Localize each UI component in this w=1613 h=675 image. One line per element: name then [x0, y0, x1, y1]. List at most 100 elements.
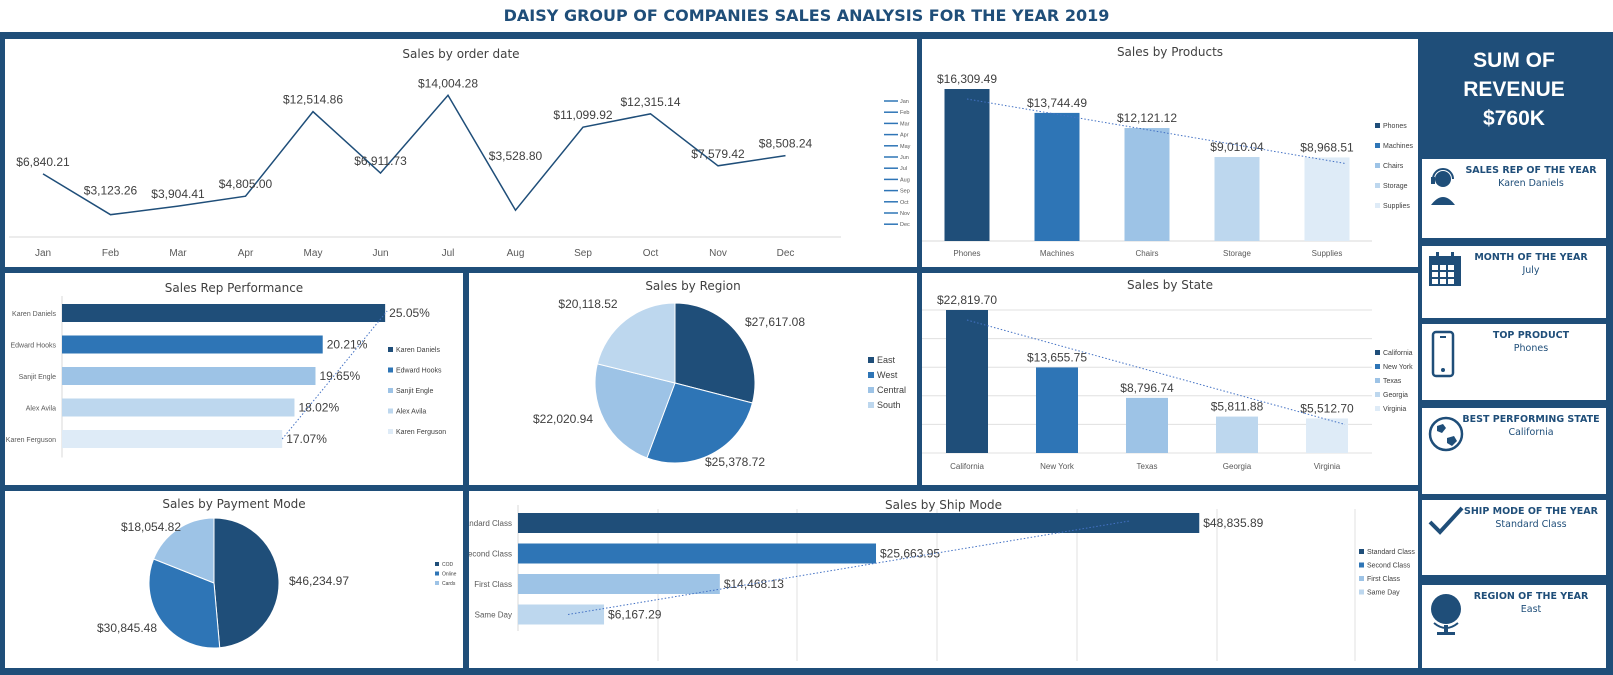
kpi-card-state: BEST PERFORMING STATE California: [1422, 408, 1606, 494]
svg-products-legend-phones: Phones: [1383, 123, 1407, 130]
svg-region-data-label-central: $22,020.94: [533, 412, 593, 426]
kpi-label-ship-mode: SHIP MODE OF THE YEAR: [1464, 506, 1598, 517]
svg-sales-rep-bar-karen-daniels: [62, 304, 386, 322]
svg-products-legend-swatch-phones: [1375, 123, 1380, 128]
svg-state-trendline: [966, 319, 1346, 425]
order-date-legend-jul: Jul: [900, 166, 907, 172]
order-date-tick-jan: Jan: [35, 248, 51, 259]
svg-region-data-label-west: $25,378.72: [705, 455, 765, 469]
order-date-tick-jun: Jun: [372, 248, 388, 259]
page-title: DAISY GROUP OF COMPANIES SALES ANALYSIS …: [503, 6, 1110, 25]
svg-state-bar-new-york: [1036, 367, 1078, 453]
globe-map-icon: [1428, 416, 1464, 452]
order-date-data-label-mar: $3,904.41: [151, 187, 205, 201]
svg-products-bar-supplies: [1304, 157, 1350, 241]
svg-sales-rep-legend-karen-daniels: Karen Daniels: [396, 347, 440, 354]
order-date-legend-nov: Nov: [900, 211, 910, 217]
svg-ship-mode-bar-second-class: [518, 543, 877, 564]
svg-products-bar-machines: [1034, 112, 1080, 242]
svg-sales-rep-tick-alex-avila: Alex Avila: [26, 406, 56, 413]
svg-state-legend-georgia: Georgia: [1383, 392, 1408, 399]
svg-region-slice-east: [674, 302, 756, 404]
order-date-data-label-dec: $8,508.24: [759, 137, 813, 151]
sales-rep-title: Sales Rep Performance: [164, 281, 304, 295]
order-date-legend-oct: Oct: [900, 200, 909, 206]
svg-ship-mode-legend-standard-class: Standard Class: [1367, 549, 1415, 556]
svg-sales-rep-tick-karen-daniels: Karen Daniels: [12, 311, 56, 318]
svg-sales-rep-tick-edward-hooks: Edward Hooks: [10, 343, 56, 350]
svg-sales-rep-legend-karen-ferguson: Karen Ferguson: [396, 429, 446, 436]
payment-panel: Sales by Payment Mode $46,234.97 $30,845.…: [5, 491, 463, 668]
svg-sales-rep-data-label-sanjit-engle: 19.65%: [319, 369, 360, 383]
svg-products-data-label-chairs: $12,121.12: [1117, 111, 1177, 125]
svg-sales-rep-legend-alex-avila: Alex Avila: [396, 409, 426, 416]
order-date-legend-jan: Jan: [900, 99, 909, 105]
order-date-tick-dec: Dec: [777, 248, 795, 259]
order-date-tick-feb: Feb: [102, 248, 120, 259]
products-title: Sales by Products: [1116, 45, 1224, 59]
headset-icon: [1431, 168, 1455, 205]
svg-products-tick-chairs: Chairs: [1135, 249, 1158, 258]
kpi-value-product: Phones: [1513, 343, 1549, 354]
svg-region-slice-west: [646, 382, 754, 464]
kpi-card-region: REGION OF THE YEAR East: [1422, 585, 1606, 668]
svg-region-legend-south: South: [877, 400, 901, 410]
svg-ship-mode-bar-standard-class: [518, 513, 1200, 533]
header-banner: DAISY GROUP OF COMPANIES SALES ANALYSIS …: [0, 0, 1613, 32]
svg-state-legend-virginia: Virginia: [1383, 406, 1406, 413]
svg-region-slice-central: [594, 363, 676, 459]
svg-ship-mode-legend-second-class: Second Class: [1367, 563, 1411, 570]
kpi-value-state: California: [1508, 427, 1554, 438]
svg-products-bar-chairs: [1124, 128, 1170, 241]
svg-region-slice-south: [596, 302, 676, 384]
revenue-line2: REVENUE: [1463, 78, 1565, 101]
svg-state-data-label-georgia: $5,811.88: [1211, 400, 1264, 414]
svg-ship-mode-trendline: [567, 520, 1130, 615]
svg-payment-legend-swatch-online: [435, 571, 439, 576]
order-date-tick-nov: Nov: [709, 248, 727, 259]
svg-ship-mode-tick-first-class: First Class: [474, 580, 512, 589]
svg-products-bar-phones: [944, 89, 990, 241]
products-chart: $16,309.49 Phones $13,744.49 Machines $12,12…: [922, 72, 1413, 258]
kpi-label-sales-rep: SALES REP OF THE YEAR: [1465, 165, 1597, 176]
svg-sales-rep-data-label-edward-hooks: 20.21%: [327, 338, 368, 352]
svg-products-legend-swatch-chairs: [1375, 163, 1380, 168]
svg-ship-mode-bar-first-class: [518, 574, 720, 594]
order-date-data-label-jul: $14,004.28: [418, 76, 478, 90]
order-date-legend-mar: Mar: [900, 121, 910, 127]
svg-sales-rep-legend-swatch-edward-hooks: [388, 367, 393, 373]
order-date-legend-aug: Aug: [900, 177, 910, 183]
svg-products-legend-supplies: Supplies: [1383, 203, 1410, 210]
svg-ship-mode-tick-second-class: Second Class: [469, 550, 512, 559]
svg-state-data-label-virginia: $5,512.70: [1300, 401, 1354, 415]
kpi-label-product: TOP PRODUCT: [1492, 330, 1570, 341]
payment-chart: $46,234.97 $30,845.48 $18,054.82 COD Online C…: [97, 517, 457, 649]
svg-ship-mode-legend-same-day: Same Day: [1367, 590, 1400, 597]
svg-sales-rep-bar-sanjit-engle: [62, 367, 316, 385]
state-title: Sales by State: [1126, 278, 1214, 292]
sales-rep-panel: Sales Rep Performance 25.05% Karen Daniel…: [5, 273, 463, 485]
revenue-line1: SUM OF: [1473, 49, 1555, 72]
svg-payment-legend-cod: COD: [442, 562, 454, 568]
svg-sales-rep-tick-sanjit-engle: Sanjit Engle: [19, 374, 56, 381]
ship-mode-panel: Sales by Ship Mode $48,835.89 Standard Cl…: [457, 491, 1418, 668]
order-date-data-label-oct: $12,315.14: [620, 95, 680, 109]
order-date-legend-jun: Jun: [900, 155, 909, 161]
order-date-data-label-jun: $6,911.73: [354, 154, 407, 168]
order-date-data-label-nov: $7,579.42: [691, 147, 745, 161]
svg-products-legend-chairs: Chairs: [1383, 163, 1404, 170]
sales-rep-chart: 25.05% Karen Daniels 20.21% Edward Hooks 19.…: [6, 296, 446, 458]
svg-state-legend-swatch-virginia: [1375, 406, 1380, 411]
svg-state-legend-swatch-georgia: [1375, 392, 1380, 397]
svg-ship-mode-tick-same-day: Same Day: [475, 611, 512, 620]
svg-region-legend-east: East: [877, 355, 896, 365]
svg-state-legend-california: California: [1383, 350, 1413, 357]
svg-region-legend-swatch-central: [868, 387, 874, 393]
svg-payment-legend-online: Online: [442, 572, 457, 578]
svg-state-tick-georgia: Georgia: [1223, 462, 1252, 471]
svg-sales-rep-data-label-alex-avila: 18.02%: [298, 401, 339, 415]
order-date-tick-may: May: [304, 248, 323, 259]
svg-ship-mode-legend-swatch-same-day: [1359, 589, 1364, 595]
order-date-tick-aug: Aug: [507, 248, 525, 259]
svg-sales-rep-legend-sanjit-engle: Sanjit Engle: [396, 388, 433, 395]
